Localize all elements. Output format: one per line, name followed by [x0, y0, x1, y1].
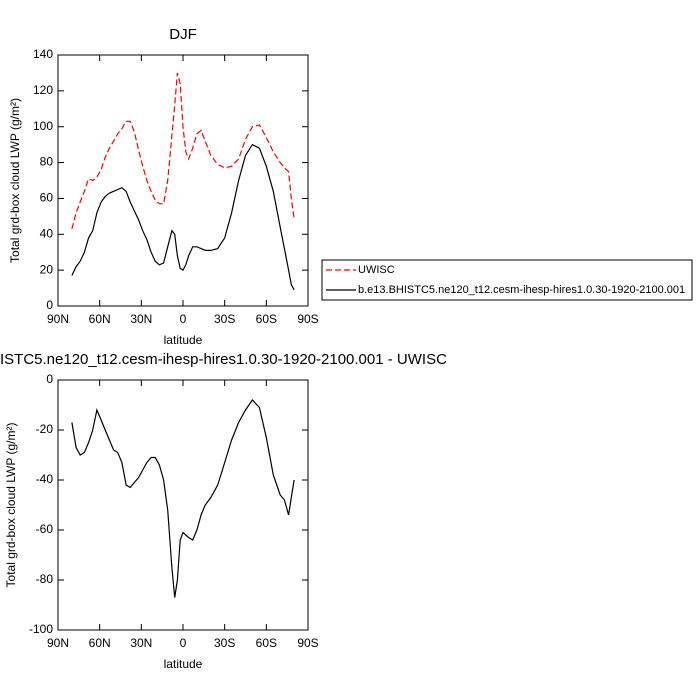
y-axis-label: Total grd-box cloud LWP (g/m²) — [4, 423, 18, 588]
x-tick-label: 90S — [297, 312, 318, 326]
x-tick-label: 60N — [89, 312, 111, 326]
legend-label: b.e13.BHISTC5.ne120_t12.cesm-ihesp-hires… — [358, 284, 685, 296]
y-tick-label: 20 — [40, 262, 54, 276]
y-tick-label: 0 — [46, 372, 53, 386]
x-tick-label: 30S — [214, 636, 235, 650]
y-tick-label: 40 — [40, 226, 54, 240]
y-tick-label: 140 — [33, 47, 53, 61]
chart-title: DJF — [169, 26, 197, 43]
y-tick-label: 120 — [33, 83, 53, 97]
y-tick-label: -40 — [36, 472, 54, 486]
y-tick-label: 60 — [40, 191, 54, 205]
y-tick-label: -80 — [36, 572, 54, 586]
x-tick-label: 30S — [214, 312, 235, 326]
y-tick-label: -100 — [29, 622, 53, 636]
x-tick-label: 90N — [47, 312, 69, 326]
x-axis-label: latitude — [164, 333, 203, 347]
data-line — [71, 72, 295, 230]
legend-box — [321, 259, 693, 301]
data-line — [71, 399, 295, 598]
y-tick-label: -60 — [36, 522, 54, 536]
y-tick-label: 80 — [40, 155, 54, 169]
x-tick-label: 60S — [256, 312, 277, 326]
x-tick-label: 90S — [297, 636, 318, 650]
chart-title: ISTC5.ne120_t12.cesm-ihesp-hires1.0.30-1… — [0, 351, 447, 368]
x-tick-label: 60N — [89, 636, 111, 650]
x-axis-label: latitude — [164, 657, 203, 671]
y-tick-label: -20 — [36, 422, 54, 436]
legend-label: UWISC — [358, 264, 395, 276]
data-line — [71, 143, 295, 291]
y-tick-label: 100 — [33, 119, 53, 133]
x-tick-label: 30N — [130, 312, 152, 326]
x-tick-label: 30N — [130, 636, 152, 650]
x-tick-label: 60S — [256, 636, 277, 650]
y-tick-label: 0 — [46, 298, 53, 312]
x-tick-label: 0 — [180, 312, 187, 326]
x-tick-label: 90N — [47, 636, 69, 650]
y-axis-label: Total grd-box cloud LWP (g/m²) — [8, 98, 22, 263]
x-tick-label: 0 — [180, 636, 187, 650]
